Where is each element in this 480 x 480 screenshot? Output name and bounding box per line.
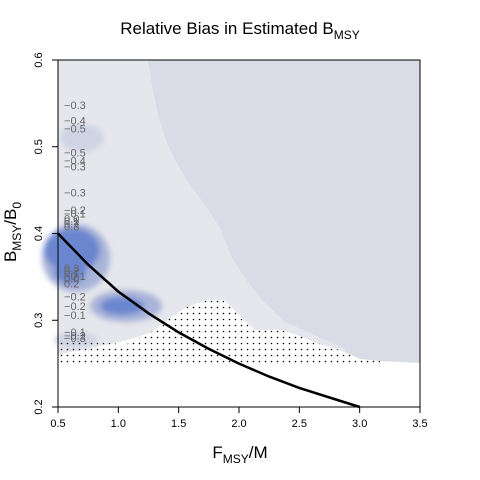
contour-label: 0.2 xyxy=(64,219,79,231)
y-tick-label: 0.4 xyxy=(33,226,45,241)
y-tick-label: 0.3 xyxy=(33,313,45,328)
y-tick-label: 0.6 xyxy=(33,52,45,67)
contour-label: −0.4 xyxy=(64,155,86,167)
heatmap-region: −0.3−0.4−0.5−0.5−0.4−0.3−0.3−0.2−0.10.00… xyxy=(42,60,420,409)
contour-label: −0.5 xyxy=(64,148,86,160)
x-tick-label: 1.0 xyxy=(111,418,126,430)
contour-label: −0.4 xyxy=(64,115,86,127)
y-axis-title: BMSY/B0 xyxy=(1,202,24,262)
contour-label: 0.1 xyxy=(64,216,79,228)
contour-label: −0.5 xyxy=(64,123,86,135)
contour-label: 0.2 xyxy=(64,279,79,291)
y-tick-label: 0.5 xyxy=(33,139,45,154)
contour-label: −0.2 xyxy=(64,205,86,217)
y-tick-label: 0.2 xyxy=(33,399,45,414)
contour-label: 0.3 xyxy=(64,221,79,233)
x-tick-label: 2.5 xyxy=(292,418,307,430)
bias-blob-upper xyxy=(60,124,104,152)
contour-label: −0.3 xyxy=(64,161,86,173)
contour-label: 0.0 xyxy=(64,273,79,285)
contour-label: −0.2 xyxy=(64,301,86,313)
contour-label: 0.3 xyxy=(64,263,79,275)
msy-reference-curve xyxy=(57,232,361,409)
x-axis-title: FMSY/M xyxy=(212,443,267,466)
contour-label: 0.1 xyxy=(64,268,79,280)
contour-label: −0.1 xyxy=(64,271,86,283)
stippled-region xyxy=(58,300,380,364)
contour-labels: −0.3−0.4−0.5−0.5−0.4−0.3−0.3−0.2−0.10.00… xyxy=(64,100,86,345)
chart-title: Relative Bias in Estimated BMSY xyxy=(120,19,360,42)
contour-label: 0.0 xyxy=(64,214,79,226)
x-tick-label: 0.5 xyxy=(50,418,65,430)
contour-label: −0.1 xyxy=(64,310,86,322)
contour-label: −0.3 xyxy=(64,100,86,112)
contour-label: 0.2 xyxy=(64,266,79,278)
contour-label: −0.1 xyxy=(64,327,86,339)
contour-label: −0.3 xyxy=(64,188,86,200)
heatmap-light-region xyxy=(58,60,345,355)
x-tick-label: 3.5 xyxy=(412,418,427,430)
y-axis: 0.2 0.3 0.4 0.5 0.6 xyxy=(33,52,58,415)
contour-label: −0.1 xyxy=(64,208,86,220)
bias-blob-left-lower xyxy=(54,260,86,284)
x-tick-label: 3.0 xyxy=(352,418,367,430)
contour-label: −0.3 xyxy=(64,333,86,345)
x-axis: 0.5 1.0 1.5 2.0 2.5 3.0 3.5 xyxy=(50,407,428,430)
x-tick-label: 2.0 xyxy=(231,418,246,430)
contour-label: −0.2 xyxy=(64,292,86,304)
x-tick-label: 1.5 xyxy=(171,418,186,430)
contour-label: −0.2 xyxy=(64,331,86,343)
